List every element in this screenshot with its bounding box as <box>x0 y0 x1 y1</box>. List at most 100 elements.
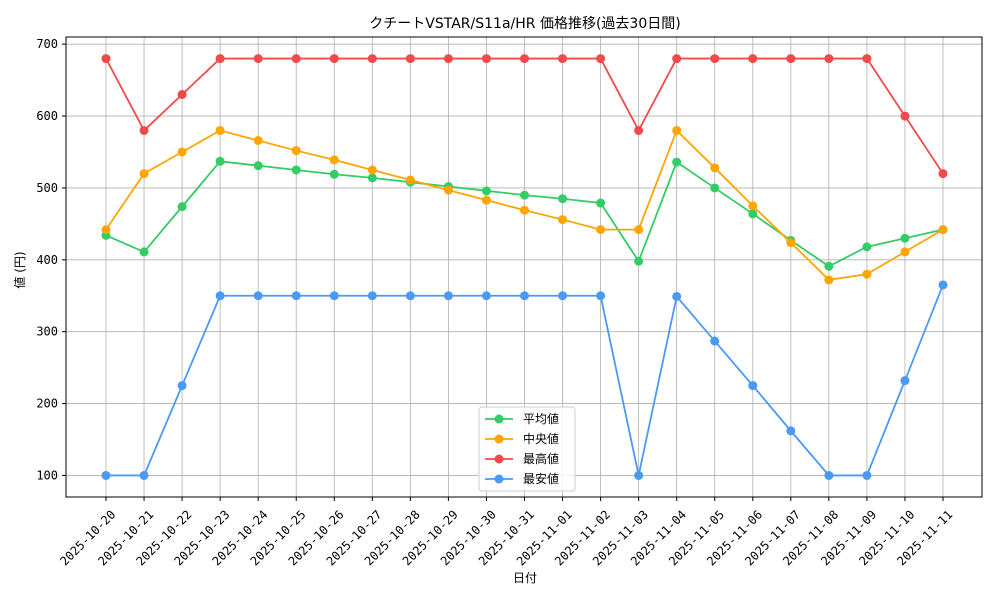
data-point <box>748 201 758 211</box>
data-point <box>481 195 491 205</box>
data-point <box>710 336 720 346</box>
data-point <box>862 269 872 279</box>
data-point <box>520 54 529 64</box>
chart-title: クチートVSTAR/S11a/HR 価格推移(過去30日間) <box>369 16 680 32</box>
data-point <box>596 291 606 301</box>
series-layer <box>101 54 948 480</box>
legend-label: 最安値 <box>523 471 559 486</box>
data-point <box>824 470 834 480</box>
y-tick-labels: 100 200 300 400 500 600 700 <box>36 37 58 482</box>
data-point <box>634 256 644 266</box>
data-point <box>710 183 720 193</box>
data-point <box>215 291 225 301</box>
y-tick-label: 200 <box>36 397 58 411</box>
data-point <box>520 205 529 215</box>
data-point <box>786 54 796 64</box>
legend-label: 平均値 <box>523 411 559 426</box>
data-point <box>520 190 529 200</box>
data-point <box>558 54 568 64</box>
data-point <box>710 54 720 64</box>
data-point <box>824 275 834 285</box>
data-point <box>824 261 834 271</box>
data-point <box>177 381 187 391</box>
data-point <box>253 136 263 145</box>
series-2 <box>101 54 948 179</box>
data-point <box>253 291 263 301</box>
legend-item: 最高値 <box>485 451 559 466</box>
legend-item: 平均値 <box>485 411 559 426</box>
data-point <box>443 54 453 64</box>
data-point <box>900 247 910 257</box>
data-point <box>748 209 758 219</box>
data-point <box>634 225 644 235</box>
data-point <box>900 111 910 121</box>
y-tick-label: 400 <box>36 253 58 267</box>
data-point <box>291 165 301 175</box>
legend-swatch-marker <box>494 474 504 484</box>
data-point <box>938 225 948 235</box>
y-tick-label: 500 <box>36 181 58 195</box>
grid-lines <box>66 37 982 497</box>
data-point <box>596 225 606 235</box>
data-point <box>367 165 377 175</box>
data-point <box>367 173 377 183</box>
data-point <box>938 280 948 290</box>
y-tick-label: 700 <box>36 37 58 51</box>
data-point <box>481 54 491 64</box>
data-point <box>329 291 339 301</box>
data-point <box>862 54 872 64</box>
data-point <box>215 125 225 135</box>
data-point <box>900 376 910 386</box>
x-axis-label: 日付 <box>513 571 537 585</box>
data-point <box>900 233 910 243</box>
legend-swatch-marker <box>494 454 504 464</box>
data-point <box>748 54 758 64</box>
data-point <box>291 54 301 64</box>
y-tick-label: 600 <box>36 109 58 123</box>
data-point <box>215 54 225 64</box>
data-point <box>596 198 606 208</box>
data-point <box>291 291 301 301</box>
data-point <box>101 54 111 64</box>
data-point <box>672 125 682 135</box>
legend-label: 中央値 <box>523 431 559 446</box>
data-point <box>558 215 568 225</box>
data-point <box>481 186 491 196</box>
axes <box>62 36 983 501</box>
data-point <box>938 169 948 179</box>
data-point <box>139 125 149 135</box>
data-point <box>710 163 720 173</box>
data-point <box>139 169 149 179</box>
legend-box <box>478 406 576 492</box>
data-point <box>786 426 796 436</box>
data-point <box>177 147 187 157</box>
legend-label: 最高値 <box>523 451 559 466</box>
y-axis-label: 値 (円) <box>12 251 27 288</box>
data-point <box>672 54 682 64</box>
data-point <box>253 54 263 64</box>
data-point <box>596 54 606 64</box>
legend-item: 最安値 <box>485 471 559 486</box>
series-3 <box>101 280 948 480</box>
data-point <box>329 54 339 64</box>
data-point <box>405 54 415 64</box>
data-point <box>634 470 644 480</box>
data-point <box>862 242 872 252</box>
data-point <box>443 291 453 301</box>
data-point <box>481 291 491 301</box>
data-point <box>405 175 415 185</box>
series-1 <box>101 125 948 285</box>
x-tick-labels: 2025-10-202025-10-212025-10-222025-10-23… <box>57 507 955 568</box>
data-point <box>824 54 834 64</box>
data-point <box>367 54 377 64</box>
data-point <box>748 381 758 391</box>
data-point <box>367 291 377 301</box>
data-point <box>101 470 111 480</box>
data-point <box>786 238 796 248</box>
data-point <box>139 247 149 257</box>
legend-swatch-marker <box>494 434 504 444</box>
data-point <box>101 225 111 235</box>
data-point <box>215 156 225 166</box>
